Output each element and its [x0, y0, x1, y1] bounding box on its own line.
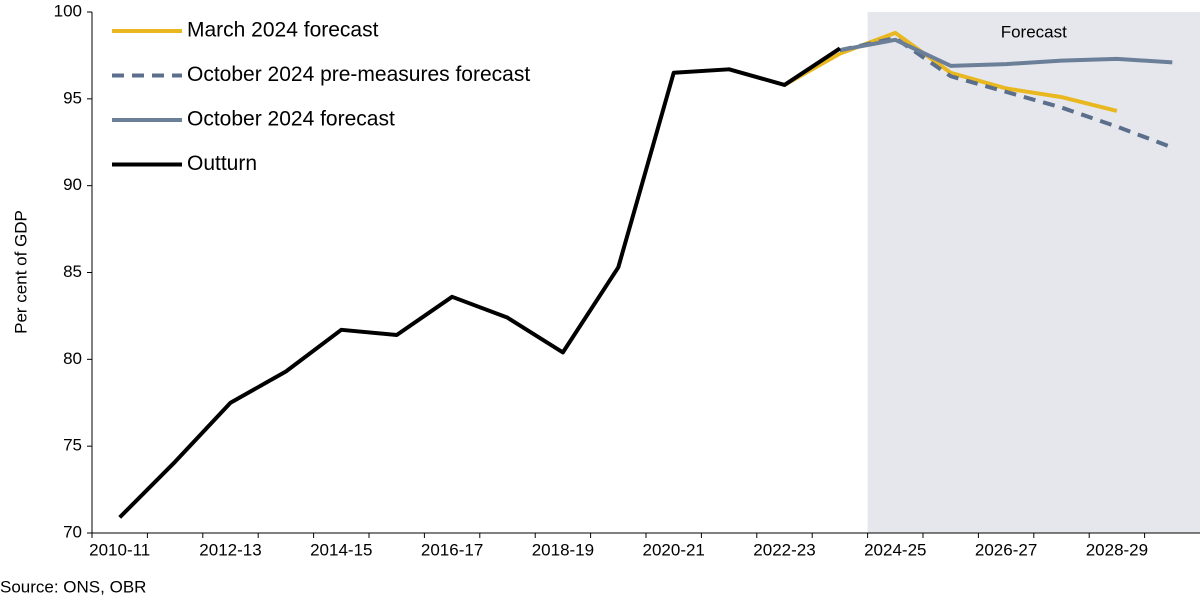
y-tick-label: 90 — [63, 175, 82, 194]
legend: March 2024 forecast October 2024 pre-meas… — [112, 19, 530, 175]
series-line — [839, 36, 1174, 150]
x-tick-label: 2012-13 — [199, 540, 261, 559]
y-tick-label: 80 — [63, 349, 82, 368]
legend-label: October 2024 pre-measures forecast — [187, 63, 530, 86]
series-line — [118, 46, 841, 519]
x-tick-label: 2020-21 — [643, 540, 705, 559]
x-tick-label: 2022-23 — [753, 540, 815, 559]
x-tick-label: 2014-15 — [310, 540, 372, 559]
y-tick-label: 100 — [54, 1, 82, 20]
x-tick-label: 2024-25 — [864, 540, 926, 559]
y-axis-label: Per cent of GDP — [11, 210, 30, 334]
x-tick-label: 2018-19 — [532, 540, 594, 559]
series-line — [783, 30, 1118, 113]
x-tick-label: 2016-17 — [421, 540, 483, 559]
y-tick-label: 95 — [63, 88, 82, 107]
series-line — [839, 37, 1173, 68]
y-tick-label: 75 — [63, 436, 82, 455]
legend-label: October 2024 forecast — [187, 108, 395, 131]
forecast-shading — [867, 12, 1200, 533]
x-tick-label: 2026-27 — [975, 540, 1037, 559]
x-tick-label: 2028-29 — [1086, 540, 1148, 559]
y-tick-label: 70 — [63, 522, 82, 541]
legend-label: March 2024 forecast — [187, 19, 379, 42]
x-tick-label: 2010-11 — [89, 540, 150, 559]
forecast-annotation: Forecast — [1001, 22, 1067, 41]
legend-label: Outturn — [187, 152, 257, 175]
y-tick-label: 85 — [63, 262, 82, 281]
source-note: Source: ONS, OBR — [0, 577, 146, 596]
